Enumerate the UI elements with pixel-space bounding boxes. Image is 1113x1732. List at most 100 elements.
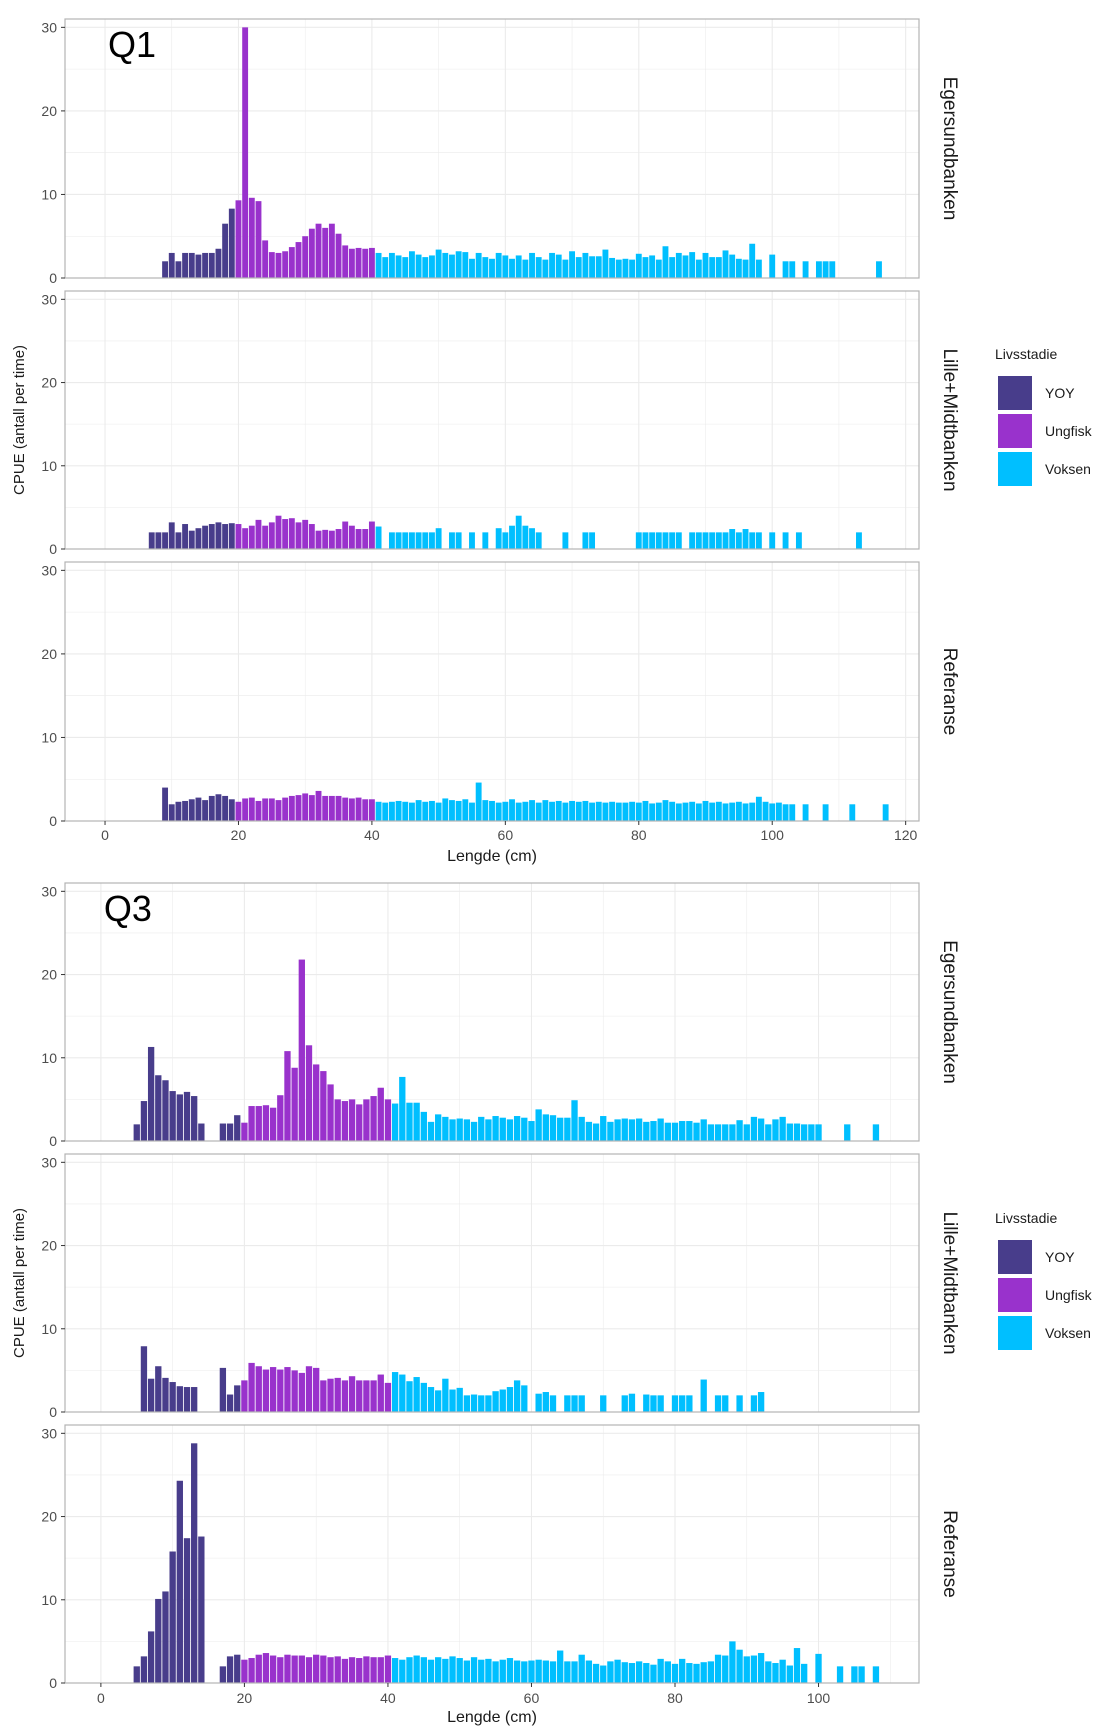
bar-voksen [765,1661,772,1683]
bar-voksen [449,1119,456,1141]
bar-ungfisk [363,1099,370,1141]
bar-voksen [714,1124,722,1141]
legend-label: Voksen [1045,1325,1091,1341]
bar-voksen [415,800,422,821]
y-tick-label: 20 [41,1238,57,1254]
bar-voksen [755,532,762,549]
bar-ungfisk [235,200,242,278]
bar-ungfisk [262,1369,270,1412]
bar-voksen [578,1395,585,1412]
bar-voksen [589,532,596,549]
bar-ungfisk [334,1099,341,1141]
bar-voksen [409,251,415,278]
bar-voksen [528,1121,535,1141]
bar-voksen [722,532,729,549]
bar-voksen [635,802,642,821]
bar-voksen [649,803,656,821]
bar-voksen [635,1118,643,1141]
bar-voksen [876,261,882,278]
bar-voksen [851,1666,858,1683]
bar-yoy [226,1394,234,1412]
legend-label: Ungfisk [1045,423,1093,439]
legend-key-yoy [998,1240,1032,1274]
bar-ungfisk [241,1659,248,1683]
bar-yoy [175,532,182,549]
bar-voksen [499,1389,506,1412]
bar-voksen [757,1653,765,1683]
bar-voksen [513,1116,521,1141]
bar-voksen [585,1660,593,1683]
bar-yoy [169,1551,176,1683]
bar-voksen [742,259,749,278]
bar-voksen [856,532,862,549]
bar-ungfisk [342,245,349,278]
bar-yoy [155,532,162,549]
bar-ungfisk [291,1370,298,1412]
legend-label: Voksen [1045,461,1091,477]
bar-ungfisk [248,1658,255,1683]
bar-voksen [592,1663,600,1683]
bar-voksen [600,1665,607,1683]
legend-key-voksen [998,452,1032,486]
bar-voksen [757,1118,765,1141]
bar-yoy [162,532,169,549]
bar-ungfisk [362,529,369,549]
bar-voksen [836,1666,844,1683]
bar-voksen [375,252,382,278]
bar-voksen [542,1660,549,1683]
bar-ungfisk [342,521,349,549]
bar-voksen [779,1659,786,1683]
bar-voksen [662,246,669,278]
bar-voksen [502,255,509,278]
bar-voksen [455,532,462,549]
bar-voksen [657,1658,664,1683]
bar-ungfisk [302,793,309,821]
bar-ungfisk [288,247,295,278]
bar-yoy [182,800,189,821]
bar-voksen [642,532,649,549]
bar-ungfisk [348,525,355,549]
bar-ungfisk [348,1376,356,1412]
bar-voksen [769,803,776,821]
bar-ungfisk [282,797,289,821]
bar-ungfisk [269,1367,277,1412]
bar-voksen [402,532,409,549]
panel-border [64,1153,920,1413]
bar-voksen [736,1395,743,1412]
bar-ungfisk [335,233,342,278]
bar-voksen [679,1121,686,1141]
bar-ungfisk [302,236,309,278]
bar-ungfisk [355,797,362,821]
bar-voksen [736,1649,743,1683]
bar-voksen [582,532,589,549]
bar-ungfisk [320,1380,327,1412]
x-tick-label: 80 [667,1690,683,1706]
bar-voksen [442,1116,449,1141]
bar-voksen [513,1380,521,1412]
bar-voksen [564,1395,571,1412]
bar-voksen [506,1387,514,1412]
bar-ungfisk [288,795,295,821]
bar-voksen [506,1119,514,1141]
bar-voksen [779,1116,786,1141]
bar-ungfisk [269,1107,277,1141]
bar-ungfisk [363,1380,370,1412]
bar-voksen [662,800,669,821]
bar-voksen [582,800,589,821]
bar-voksen [600,1116,607,1141]
x-tick-label: 20 [237,1690,253,1706]
bar-ungfisk [328,530,335,549]
bar-voksen [722,250,729,278]
y-tick-label: 10 [41,1050,57,1066]
y-tick-label: 0 [49,1675,57,1691]
panel-border [64,1424,920,1684]
bar-voksen [506,1658,514,1683]
bar-voksen [671,1395,679,1412]
bar-voksen [422,257,429,278]
bar-voksen [562,802,569,821]
bar-voksen [463,1395,471,1412]
x-tick-label: 60 [498,827,514,843]
bar-voksen [714,1395,722,1412]
bar-ungfisk [302,519,309,549]
bar-yoy [162,261,169,278]
